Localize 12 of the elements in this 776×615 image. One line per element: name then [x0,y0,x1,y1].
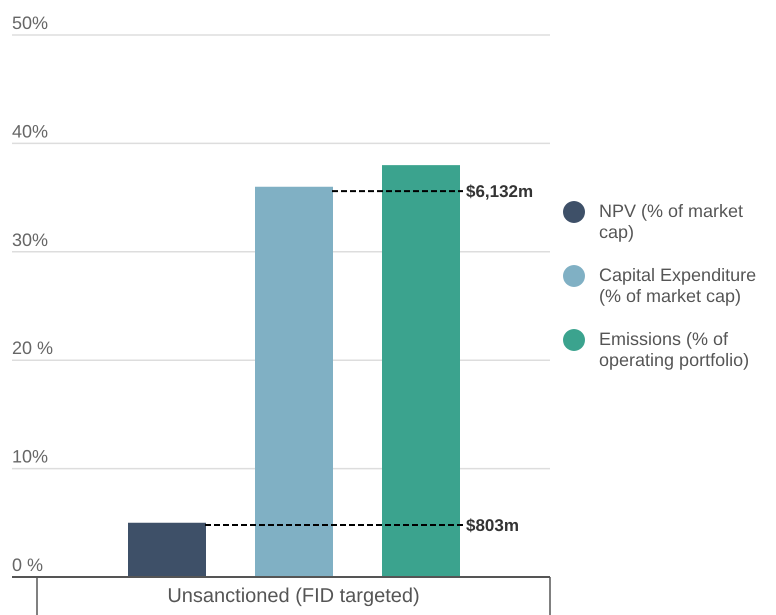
legend-label: Emissions (% of operating portfolio) [599,329,750,371]
x-tick-label: Unsanctioned (FID targeted) [167,585,420,607]
y-tick-label: 10% [12,446,48,467]
y-tick-label: 0 % [12,555,44,575]
ref-line-label: $803m [466,516,519,535]
ref-line-label: $6,132m [466,182,534,202]
y-tick-label: 50% [12,13,48,33]
y-tick-label: 20 % [12,338,54,358]
legend-label: NPV (% of market cap) [599,201,744,243]
y-tick-label: 40% [12,121,48,142]
legend-label: Capital Expenditure (% of market cap) [599,265,758,307]
y-tick-label: 30% [12,230,48,250]
